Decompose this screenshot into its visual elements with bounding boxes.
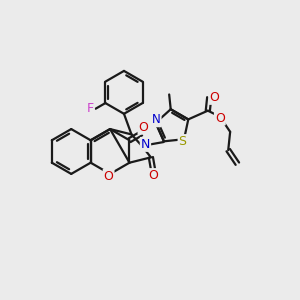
Text: S: S	[178, 135, 187, 148]
Text: O: O	[103, 170, 113, 183]
Text: F: F	[87, 102, 94, 115]
Text: O: O	[210, 91, 220, 104]
Text: O: O	[139, 121, 148, 134]
Text: N: N	[152, 113, 161, 126]
Text: O: O	[215, 112, 225, 124]
Text: O: O	[149, 169, 159, 182]
Text: N: N	[141, 138, 150, 151]
